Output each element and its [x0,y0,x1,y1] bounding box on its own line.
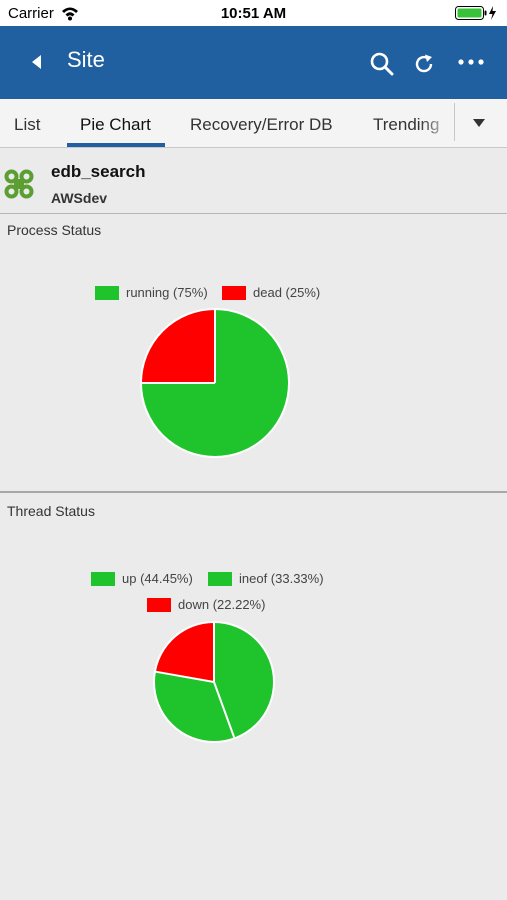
pie-slice [141,309,215,383]
slice-divider [154,670,215,683]
search-icon[interactable] [369,51,395,77]
chevron-down-icon[interactable] [470,117,488,129]
tab-divider [454,103,455,141]
legend-label: up (44.45%) [122,571,193,586]
refresh-icon[interactable] [411,51,437,77]
tab-list[interactable]: List [14,115,41,134]
tab-overflow-fade [420,99,454,147]
legend-swatch [147,598,171,612]
legend-label: dead (25%) [253,285,321,300]
battery-icon [455,6,496,20]
legend-label: ineof (33.33%) [239,571,324,586]
legend-swatch [222,286,246,300]
pie-slice [214,622,275,739]
more-icon[interactable] [457,55,485,69]
slice-divider [213,681,236,739]
process-status-title: Process Status [7,222,102,238]
carrier-label: Carrier [8,5,54,22]
cluster-icon [4,169,34,199]
site-header: edb_search AWSdev [0,148,507,214]
active-tab-indicator [67,143,165,147]
tab-recovery-error-db[interactable]: Recovery/Error DB [190,115,333,134]
thread-status-panel: Thread Status up (44.45%) ineof (33.33%)… [0,495,507,900]
nav-bar: Site [0,26,507,99]
pie-slice [154,622,214,682]
legend-swatch [208,572,232,586]
legend-swatch [91,572,115,586]
legend-label: down (22.22%) [178,597,266,612]
process-status-pie-chart [140,308,290,458]
legend-swatch [95,286,119,300]
status-bar: Carrier 10:51 AM [0,0,507,26]
back-arrow-icon[interactable] [28,51,44,73]
pie-slice [154,671,235,742]
page-title: Site [67,47,105,72]
legend-label: running (75%) [126,285,208,300]
tab-bar: List Pie Chart Recovery/Error DB Trendin… [0,99,507,148]
clock-time: 10:51 AM [220,5,287,22]
pie-outline [153,621,275,743]
thread-status-title: Thread Status [7,503,95,519]
process-status-panel: Process Status running (75%) dead (25%) [0,214,507,493]
thread-status-pie-chart [153,621,275,743]
pie-outline [140,308,290,458]
site-name: edb_search [51,162,146,181]
site-environment: AWSdev [51,190,108,206]
tab-pie-chart[interactable]: Pie Chart [80,115,151,134]
wifi-icon [62,7,78,21]
